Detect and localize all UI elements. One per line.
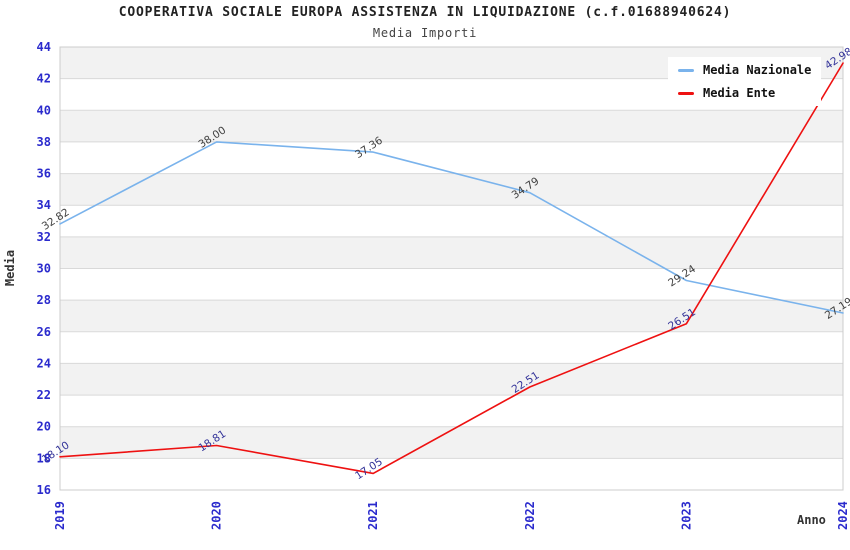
- legend-item-media-nazionale[interactable]: Media Nazionale: [678, 64, 811, 76]
- legend: Media Nazionale Media Ente: [668, 57, 822, 106]
- legend-label-media-nazionale: Media Nazionale: [703, 63, 812, 77]
- plot-band: [60, 300, 843, 332]
- y-tick-label: 30: [37, 262, 51, 276]
- y-tick-label: 42: [37, 72, 51, 86]
- plot-band: [60, 173, 843, 206]
- y-axis-title: Media: [3, 250, 17, 286]
- series-line-media-ente[interactable]: [59, 62, 844, 475]
- plot-band: [60, 426, 843, 459]
- legend-item-media-ente[interactable]: Media Ente: [678, 87, 811, 99]
- legend-label-media-ente: Media Ente: [703, 86, 776, 100]
- y-tick-label: 32: [37, 230, 51, 244]
- chart-subtitle: Media Importi: [372, 26, 478, 40]
- legend-marker-media-nazionale: [678, 68, 694, 72]
- y-tick-label: 40: [37, 103, 51, 117]
- y-tick-label: 18: [37, 451, 51, 465]
- x-tick-label: 2019: [53, 501, 67, 530]
- y-tick-label: 38: [37, 135, 51, 149]
- plot-band: [60, 363, 843, 395]
- x-tick-label: 2020: [210, 501, 224, 530]
- y-tick-label: 24: [37, 356, 51, 370]
- x-tick-label: 2022: [523, 501, 537, 530]
- x-tick-label: 2021: [366, 501, 380, 530]
- y-tick-label: 22: [37, 388, 51, 402]
- chart-title: COOPERATIVA SOCIALE EUROPA ASSISTENZA IN…: [118, 5, 732, 20]
- y-tick-label: 16: [37, 483, 51, 497]
- legend-marker-media-ente: [678, 91, 694, 95]
- plot-band: [60, 110, 843, 142]
- y-tick-label: 44: [37, 40, 51, 54]
- plot-border: [59, 46, 844, 491]
- series-line-media-nazionale[interactable]: [59, 141, 844, 314]
- y-tick-label: 26: [37, 325, 51, 339]
- x-axis-title: Anno: [797, 513, 826, 527]
- y-tick-label: 36: [37, 167, 51, 181]
- plot-band: [60, 236, 843, 269]
- y-tick-label: 28: [37, 293, 51, 307]
- x-tick-label: 2024: [836, 501, 850, 530]
- x-tick-label: 2023: [679, 501, 693, 530]
- y-tick-label: 34: [37, 198, 51, 212]
- y-tick-label: 20: [37, 420, 51, 434]
